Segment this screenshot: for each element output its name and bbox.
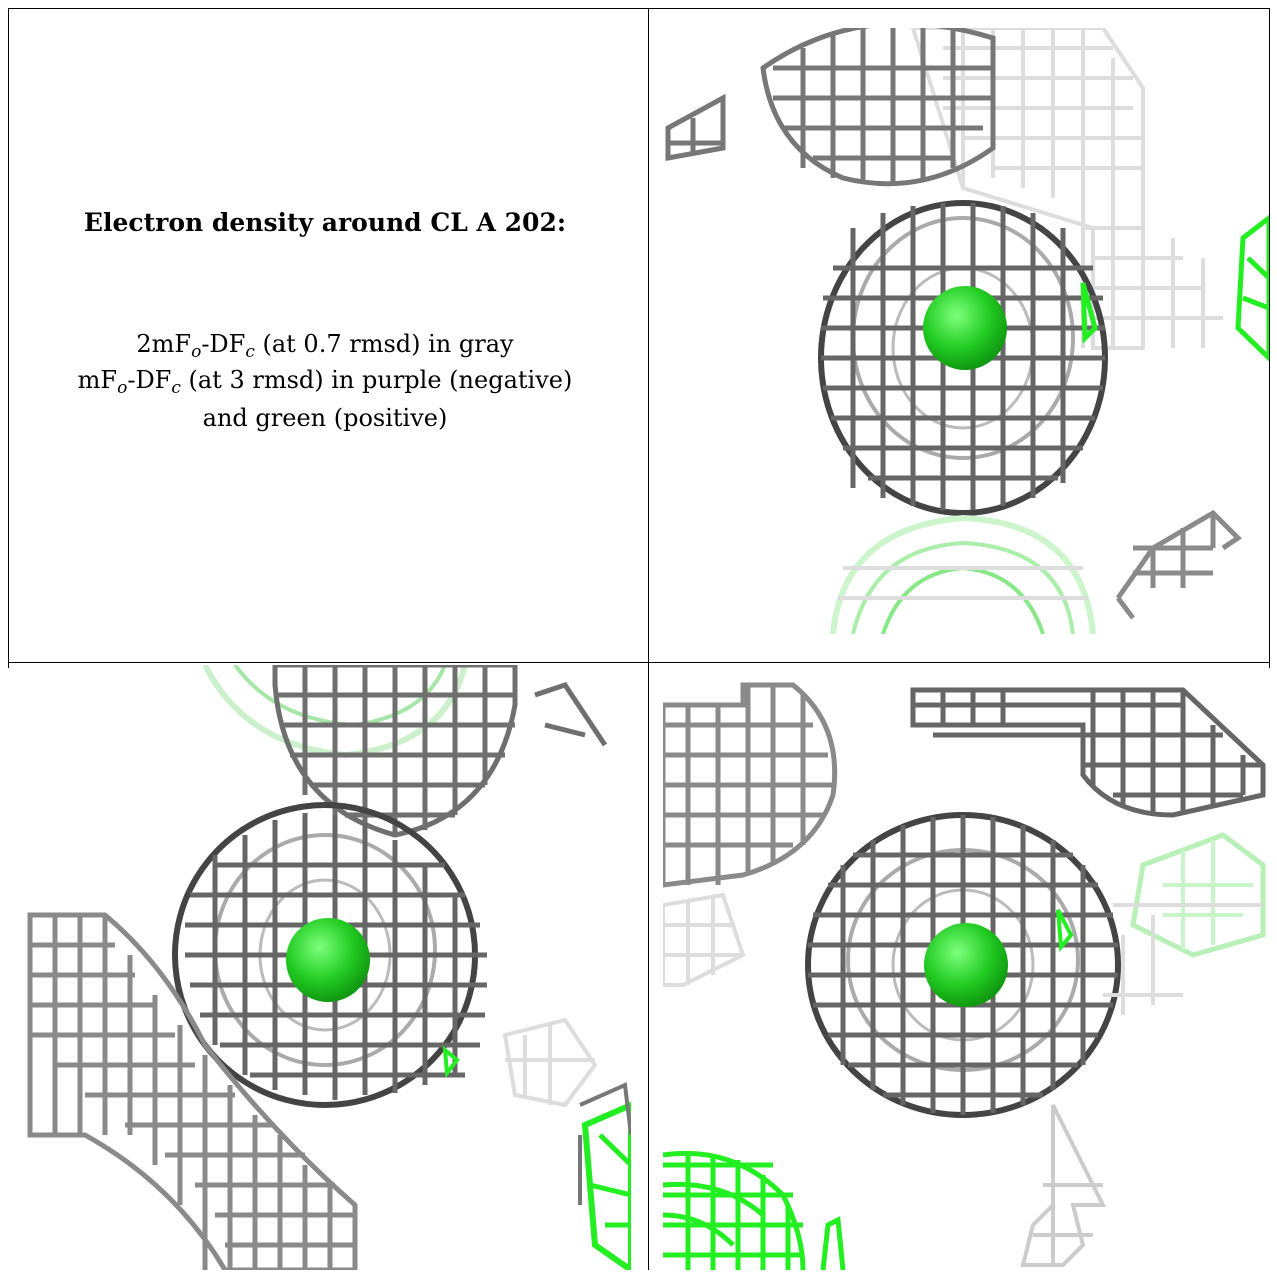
top-left-mesh-lobe — [663, 682, 838, 888]
caption-line-mfo: mFo-DFc (at 3 rmsd) in purple (negative) — [77, 366, 573, 398]
left-mesh-ribbon — [27, 912, 358, 1270]
green-mesh-edge — [1080, 214, 1269, 362]
chloride-positive-sphere — [924, 923, 1008, 1007]
table-border-right — [1269, 8, 1270, 668]
table-divider-horizontal — [8, 662, 1270, 663]
caption-line-green: and green (positive) — [202, 404, 448, 432]
left-light-mesh — [663, 892, 746, 987]
density-view-3 — [663, 665, 1269, 1270]
caption-title: Electron density around CL A 202: — [83, 208, 567, 237]
green-mesh-edge — [442, 1045, 631, 1270]
right-light-green-mesh — [1056, 832, 1266, 1015]
central-mesh-cage — [805, 812, 1121, 1118]
bottom-light-green-mesh — [830, 514, 1096, 634]
table-border-left — [8, 8, 9, 668]
chloride-positive-sphere — [286, 918, 370, 1002]
table-divider-vertical — [648, 8, 649, 1270]
table-border-top — [8, 8, 1270, 9]
bottom-right-mesh-fragment — [1115, 509, 1242, 620]
bottom-light-mesh-fragment — [1020, 1104, 1107, 1267]
caption-line-2mfo: 2mFo-DFc (at 0.7 rmsd) in gray — [136, 330, 514, 362]
right-light-mesh — [502, 1017, 598, 1108]
bottom-left-green-mesh — [663, 1150, 846, 1270]
density-view-1 — [663, 28, 1269, 634]
density-view-2 — [25, 665, 631, 1270]
top-right-mesh-lobe — [910, 687, 1266, 818]
top-mesh-lobe — [665, 28, 996, 187]
top-mesh-lobe — [272, 665, 608, 838]
chloride-positive-sphere — [923, 286, 1007, 370]
caption-cell: Electron density around CL A 202: 2mFo-D… — [12, 10, 638, 650]
